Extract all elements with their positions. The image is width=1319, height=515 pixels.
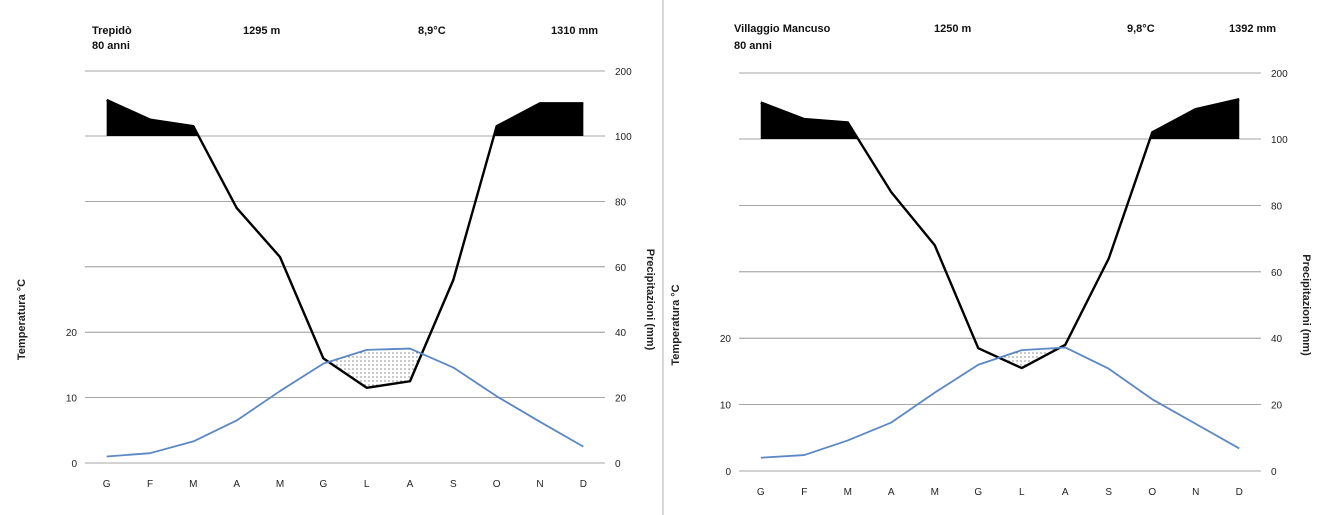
y-right-tick-label: 60	[1271, 268, 1283, 279]
x-tick-label: O	[1148, 487, 1156, 498]
x-tick-label: M	[189, 479, 197, 490]
humid-period-area	[493, 103, 584, 136]
precipitation-line	[106, 98, 584, 389]
y-right-tick-label: 20	[1271, 401, 1283, 412]
y-left-tick-label: 20	[720, 334, 732, 345]
station-mean-temp: 8,9°C	[418, 25, 446, 37]
y-right-tick-label: 80	[615, 197, 627, 208]
y-right-tick-label: 0	[615, 459, 621, 470]
y-left-tick-label: 10	[720, 401, 732, 412]
temperature-line	[760, 346, 1240, 459]
y-right-tick-label: 200	[615, 67, 632, 78]
station-annual-precip: 1392 mm	[1229, 23, 1277, 35]
x-tick-label: L	[1019, 487, 1025, 498]
chart-panel-villaggio-mancuso: Villaggio Mancuso 80 anni 1250 m 9,8°C 1…	[664, 0, 1319, 515]
y-right-tick-label: 20	[615, 394, 627, 405]
precipitation-line	[760, 97, 1240, 370]
x-tick-label: M	[931, 487, 939, 498]
chart-plot: G F M A M G L A S O N D01020020406080100200Temperat…	[670, 69, 1312, 498]
x-tick-label: F	[147, 479, 153, 490]
x-tick-label: G	[103, 479, 111, 490]
x-tick-label: A	[233, 479, 240, 490]
x-tick-label: F	[801, 487, 807, 498]
x-tick-label: A	[407, 479, 414, 490]
x-tick-label: G	[974, 487, 982, 498]
y-right-tick-label: 40	[615, 328, 627, 339]
station-name: Trepidò	[92, 25, 132, 37]
x-tick-label: A	[1062, 487, 1069, 498]
panel-separator	[661, 0, 664, 515]
y-right-tick-label: 100	[1271, 135, 1288, 146]
chart-plot: G F M A M G L A S O N D01020020406080100200Temperat…	[16, 67, 656, 490]
y-right-tick-label: 80	[1271, 201, 1283, 212]
y-right-axis-title: Precipitazioni (mm)	[644, 249, 656, 351]
chart-panel-trepido: Trepidò 80 anni 1295 m 8,9°C 1310 mm G F M…	[16, 25, 656, 490]
station-mean-temp: 9,8°C	[1127, 23, 1155, 35]
y-right-tick-label: 0	[1271, 467, 1277, 478]
y-right-axis-title: Precipitazioni (mm)	[1300, 254, 1312, 356]
humid-period-area	[106, 100, 199, 136]
y-right-tick-label: 100	[615, 132, 632, 143]
y-left-axis-title: Temperatura °C	[16, 279, 28, 360]
station-altitude: 1250 m	[934, 23, 972, 35]
humid-period-area	[1149, 99, 1240, 139]
y-right-tick-label: 200	[1271, 69, 1288, 80]
y-right-tick-label: 40	[1271, 334, 1283, 345]
x-tick-label: M	[276, 479, 284, 490]
x-tick-label: A	[888, 487, 895, 498]
x-tick-label: N	[1192, 487, 1199, 498]
x-tick-label: G	[757, 487, 765, 498]
arid-period-area	[328, 348, 422, 388]
y-right-tick-label: 60	[615, 263, 627, 274]
temperature-line	[106, 347, 584, 458]
x-tick-label: D	[580, 479, 587, 490]
y-left-tick-label: 10	[66, 394, 78, 405]
station-years: 80 anni	[734, 40, 772, 52]
humid-period-area	[760, 102, 859, 139]
station-altitude: 1295 m	[243, 25, 281, 37]
y-left-tick-label: 0	[725, 467, 731, 478]
chart-svg: G F M A M G L A S O N D01020020406080100200Temperat…	[670, 69, 1312, 498]
x-tick-label: O	[493, 479, 501, 490]
x-tick-label: N	[536, 479, 543, 490]
station-annual-precip: 1310 mm	[551, 25, 599, 37]
x-tick-label: G	[319, 479, 327, 490]
x-tick-label: S	[1105, 487, 1112, 498]
x-tick-label: D	[1236, 487, 1243, 498]
station-name: Villaggio Mancuso	[734, 23, 831, 35]
x-tick-label: L	[364, 479, 370, 490]
x-tick-label: S	[450, 479, 457, 490]
chart-svg: G F M A M G L A S O N D01020020406080100200Temperat…	[16, 67, 656, 490]
y-left-tick-label: 0	[71, 459, 77, 470]
station-years: 80 anni	[92, 40, 130, 52]
x-tick-label: M	[844, 487, 852, 498]
y-left-tick-label: 20	[66, 328, 78, 339]
y-left-axis-title: Temperatura °C	[670, 284, 682, 365]
